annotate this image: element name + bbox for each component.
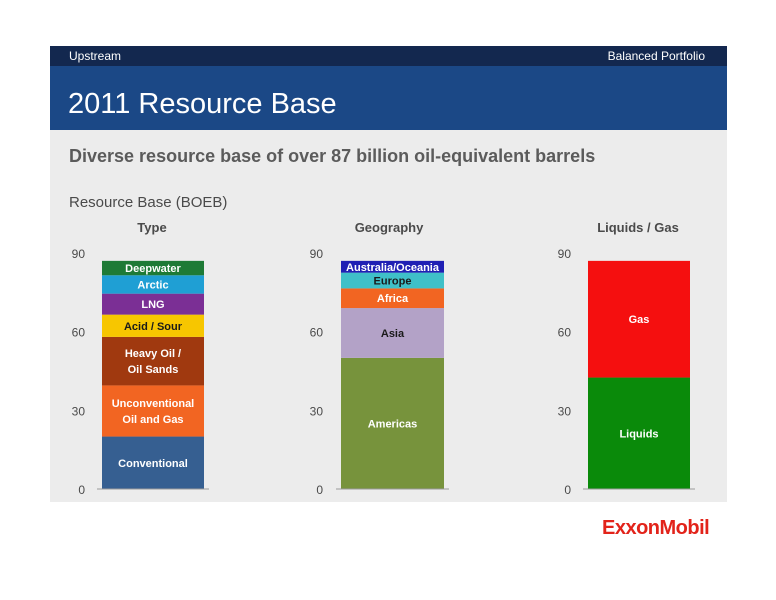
bar-segment (341, 260, 444, 273)
bar-segment (341, 308, 444, 358)
bar-segment (102, 436, 204, 489)
y-tick-label: 60 (72, 326, 86, 340)
y-tick-label: 0 (316, 483, 323, 497)
bar-segment (102, 293, 204, 315)
y-tick-label: 90 (72, 247, 86, 261)
bar-segment (102, 336, 204, 386)
segment-label: Unconventional (112, 398, 195, 410)
segment-label: Heavy Oil / (125, 348, 181, 360)
segment-label: Oil Sands (128, 364, 179, 376)
bar-segment (588, 260, 690, 378)
chart-caption: Resource Base (BOEB) (69, 194, 228, 211)
segment-label: Americas (368, 418, 418, 430)
segment-label: Oil and Gas (122, 414, 183, 426)
y-tick-label: 60 (310, 326, 324, 340)
bar-segment (102, 260, 204, 276)
segment-label: Deepwater (125, 263, 181, 275)
y-tick-label: 30 (72, 404, 86, 418)
chart-title: Geography (355, 220, 424, 235)
bar-segment (102, 275, 204, 294)
section-label: Upstream (69, 49, 122, 63)
segment-label: Australia/Oceania (346, 262, 440, 274)
segment-label: Europe (374, 276, 412, 288)
chart-title: Liquids / Gas (597, 220, 679, 235)
y-tick-label: 30 (310, 404, 324, 418)
subtitle: Diverse resource base of over 87 billion… (69, 146, 596, 166)
segment-label: Arctic (137, 279, 168, 291)
bar-segment (102, 314, 204, 337)
y-tick-label: 90 (310, 247, 324, 261)
segment-label: Asia (381, 328, 405, 340)
y-tick-label: 60 (558, 326, 572, 340)
bar-segment (341, 272, 444, 289)
bar-segment (588, 377, 690, 489)
exxonmobil-logo: ExxonMobil (602, 517, 710, 539)
segment-label: LNG (141, 299, 164, 311)
top-bar: Upstream Balanced Portfolio (50, 46, 727, 66)
title-bar: 2011 Resource Base (50, 66, 727, 130)
bar-segment (341, 357, 444, 489)
section-tag: Balanced Portfolio (607, 49, 705, 63)
chart-title: Type (137, 220, 166, 235)
y-tick-label: 30 (558, 404, 572, 418)
segment-label: Africa (377, 293, 409, 305)
segment-label: Conventional (118, 458, 188, 470)
y-tick-label: 0 (564, 483, 571, 497)
page-title: 2011 Resource Base (68, 88, 337, 120)
bar-segment (102, 385, 204, 437)
segment-label: Acid / Sour (124, 321, 183, 333)
y-tick-label: 0 (78, 483, 85, 497)
y-tick-label: 90 (558, 247, 572, 261)
segment-label: Liquids (619, 428, 658, 440)
segment-label: Gas (629, 314, 650, 326)
bar-segment (341, 288, 444, 309)
